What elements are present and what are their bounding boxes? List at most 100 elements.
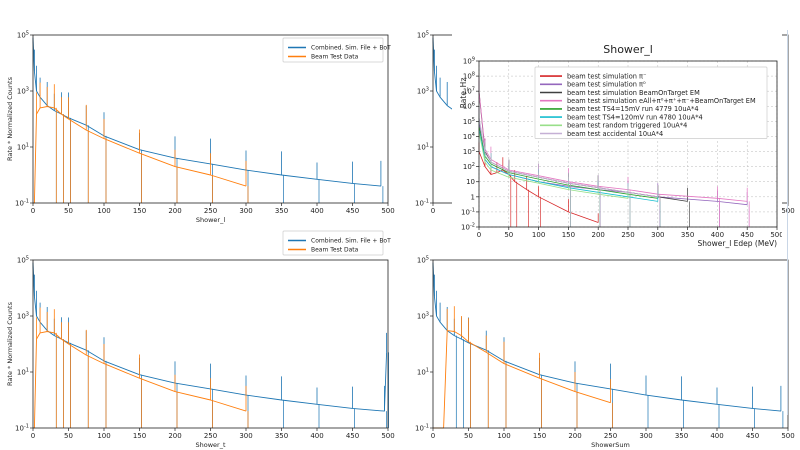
x-tick-label: 500 [381,432,394,440]
x-tick-label: 0 [431,432,435,440]
x-tick-label: 500 [381,207,394,215]
legend-entry: beam test simulation π⁰ [567,81,646,89]
x-axis-label: ShowerSum [591,441,630,449]
y-tick-label: 102 [463,162,475,171]
legend-entry: Beam Test Data [311,54,359,61]
x-tick-label: 50 [464,432,473,440]
x-tick-label: 250 [204,207,217,215]
y-tick-label: 1 [471,193,475,201]
x-tick-label: 350 [681,231,694,239]
x-tick-label: 500 [781,207,794,215]
y-tick-label: 101 [17,142,29,151]
y-tick-label: 103 [463,147,475,156]
x-tick-label: 200 [168,207,181,215]
x-tick-label: 300 [239,207,252,215]
y-tick-label: 10-1 [15,423,29,432]
y-tick-label: 105 [463,117,475,126]
series-line [33,106,247,204]
series-line [432,262,781,412]
y-axis-label: Rate * Normalized Counts [6,76,14,161]
x-tick-label: 500 [781,432,794,440]
top-left-histogram: 0 50 100 150 200 250 300 350 400 450 500 10-1 101 103… [6,30,395,224]
y-tick-label: 10 [466,178,475,186]
y-axis-label: Rate_Hz [459,78,468,109]
x-tick-label: 50 [64,207,73,215]
series-line [433,330,611,429]
y-tick-label: 10-1 [415,198,429,207]
y-tick-label: 106 [463,102,475,111]
y-tick-label: 10-1 [15,198,29,207]
x-axis-label: Shower_l Edep (MeV) [698,239,778,248]
legend-entry: beam test simulation eAll+π⁰+π⁺+π⁻+BeamO… [567,97,756,105]
y-tick-label: 105 [417,30,429,39]
y-tick-label: 103 [417,86,429,95]
x-tick-label: 250 [204,432,217,440]
legend-entry: beam test TS4=120mV run 4780 10uA*4 [567,113,703,121]
x-tick-label: 100 [532,231,545,239]
shower-l-inset-histogram: Shower_l 0 50 100 150 200 250 300 350 400 450 500 10… [452,33,782,249]
x-tick-label: 350 [275,207,288,215]
x-tick-label: 150 [133,432,146,440]
x-tick-label: 400 [710,432,723,440]
x-tick-label: 400 [310,207,323,215]
y-tick-label: 103 [417,311,429,320]
y-axis-label: Rate * Normalized Counts [6,301,14,386]
y-tick-label: 105 [17,255,29,264]
y-tick-label: 104 [463,132,475,141]
y-tick-label: 105 [17,30,29,39]
legend-entry: beam test accidental 10uA*4 [567,130,663,138]
series-line [478,131,629,199]
x-tick-label: 0 [31,432,35,440]
series-line [32,37,381,187]
x-tick-label: 350 [675,432,688,440]
bottom-left-histogram: 0 50 100 150 200 250 300 350 400 450 500 10-1 101 103… [6,230,395,449]
x-tick-label: 0 [431,207,435,215]
x-tick-label: 150 [562,231,575,239]
legend-entry: beam test random triggered 10uA*4 [567,122,687,130]
x-tick-label: 0 [477,231,481,239]
x-tick-label: 500 [770,231,782,239]
x-tick-label: 400 [310,432,323,440]
x-tick-label: 450 [346,432,359,440]
y-tick-label: 109 [463,56,475,65]
legend-entry: beam test TS4=15mV run 4779 10uA*4 [567,105,699,113]
legend-entry: beam test simulation π⁻ [567,72,647,80]
bottom-right-histogram: 0 50 100 150 200 250 300 350 400 450 500 10-1 101 103… [415,255,795,449]
inset-background [452,33,782,249]
x-tick-label: 200 [168,432,181,440]
y-tick-label: 105 [417,255,429,264]
chart-title: Shower_l [603,43,653,56]
y-tick-label: 101 [17,367,29,376]
y-tick-label: 101 [417,367,429,376]
x-tick-label: 100 [97,432,110,440]
y-tick-label: 10-2 [461,222,475,231]
legend-entry: Combined. Sim. File + BoT [311,238,391,245]
x-tick-label: 100 [497,432,510,440]
series-line [478,116,658,198]
x-tick-label: 0 [31,207,35,215]
x-tick-label: 200 [568,432,581,440]
right-edge-divider [787,30,788,415]
x-tick-label: 450 [741,231,754,239]
legend-box [282,230,384,256]
x-tick-label: 400 [711,231,724,239]
legend-box [534,66,768,139]
y-tick-label: 10-1 [415,423,429,432]
x-axis-label: Shower_t [195,441,225,449]
y-tick-label: 108 [463,72,475,81]
x-tick-label: 250 [604,432,617,440]
x-tick-label: 300 [639,432,652,440]
legend-entry: Beam Test Data [311,247,359,254]
legend-entry: Combined. Sim. File + BoT [311,45,391,52]
x-tick-label: 100 [97,207,110,215]
y-tick-label: 103 [17,86,29,95]
x-tick-label: 250 [621,231,634,239]
legend-entry: beam test simulation BeamOnTarget EM [567,89,700,97]
x-tick-label: 350 [275,432,288,440]
x-tick-label: 150 [533,432,546,440]
x-tick-label: 50 [64,432,73,440]
x-tick-label: 150 [133,207,146,215]
x-tick-label: 300 [651,231,664,239]
x-tick-label: 200 [592,231,605,239]
y-tick-label: 10-1 [461,207,475,216]
